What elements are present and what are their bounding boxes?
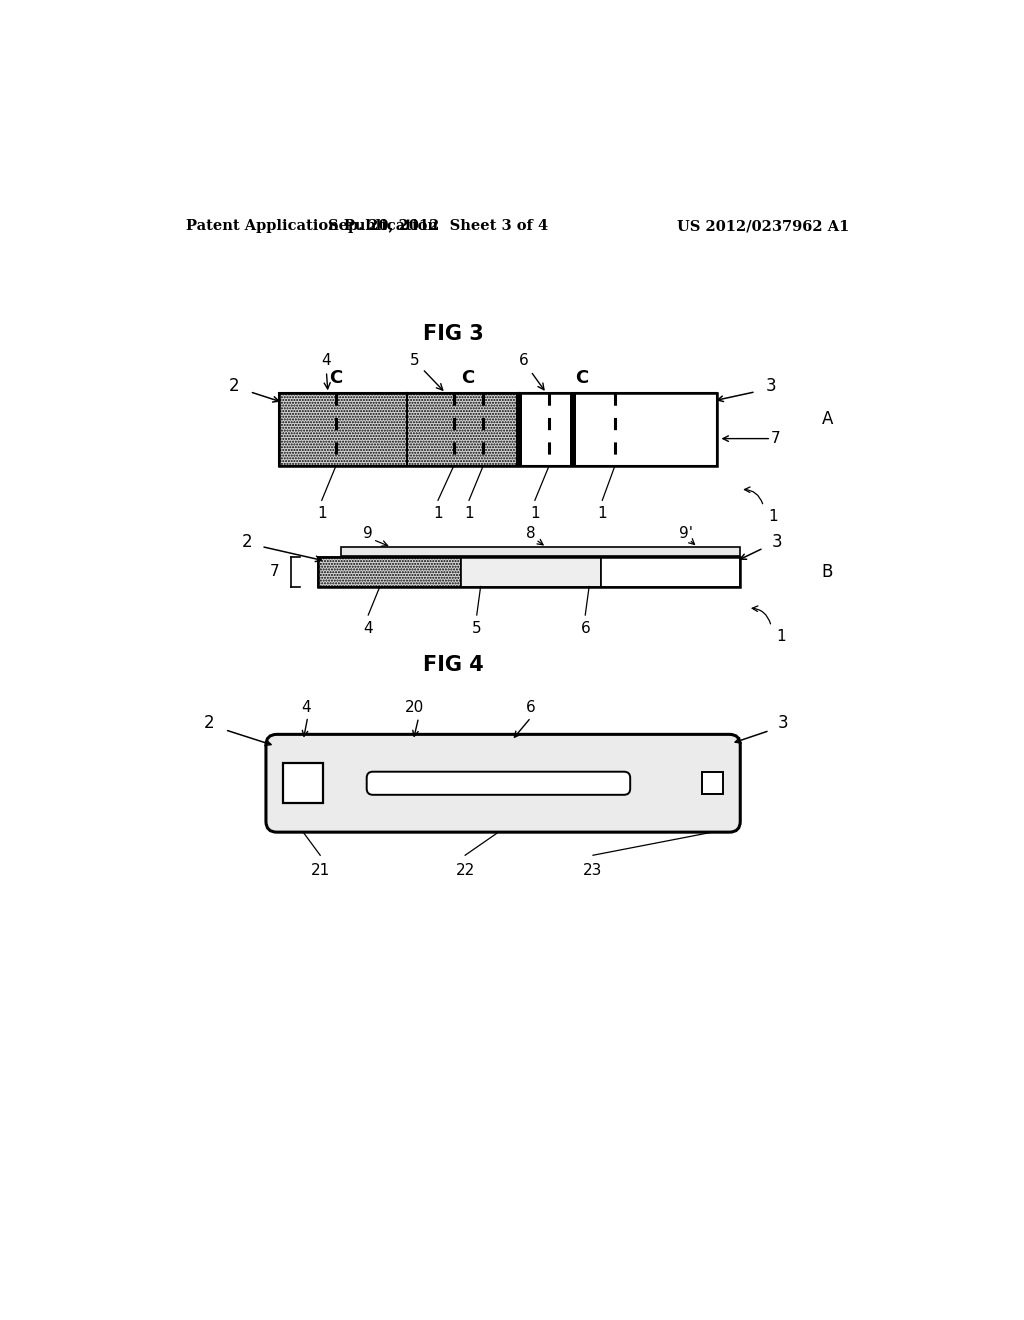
Text: 9: 9 <box>364 525 373 541</box>
Text: 2: 2 <box>242 533 252 550</box>
FancyBboxPatch shape <box>367 772 630 795</box>
Text: 20: 20 <box>406 700 424 715</box>
Text: C: C <box>574 370 588 387</box>
Text: US 2012/0237962 A1: US 2012/0237962 A1 <box>677 219 850 234</box>
Text: FIG 4: FIG 4 <box>423 655 484 675</box>
Bar <box>280 393 717 466</box>
Bar <box>280 393 407 466</box>
Text: B: B <box>821 562 833 581</box>
Text: 21: 21 <box>310 863 330 878</box>
Text: Patent Application Publication: Patent Application Publication <box>186 219 438 234</box>
Text: 3: 3 <box>777 714 788 731</box>
Text: 2: 2 <box>228 376 240 395</box>
Text: 1: 1 <box>317 507 327 521</box>
Text: 22: 22 <box>456 863 475 878</box>
Bar <box>601 557 740 586</box>
Bar <box>341 548 740 556</box>
Text: 1: 1 <box>769 508 778 524</box>
Bar <box>519 393 717 466</box>
Text: 23: 23 <box>584 863 603 878</box>
Bar <box>516 393 522 466</box>
Text: 6: 6 <box>518 354 544 389</box>
Text: 1: 1 <box>433 507 442 521</box>
Bar <box>317 557 740 586</box>
Text: 9': 9' <box>679 525 693 541</box>
Text: 2: 2 <box>204 714 215 731</box>
Text: 6: 6 <box>526 700 536 715</box>
Text: 1: 1 <box>464 507 474 521</box>
Text: 8: 8 <box>526 525 536 541</box>
Text: 4: 4 <box>364 622 373 636</box>
Bar <box>317 557 461 586</box>
Bar <box>283 763 324 804</box>
Text: 5: 5 <box>472 622 481 636</box>
Text: 1: 1 <box>597 507 607 521</box>
Text: 7: 7 <box>771 432 781 446</box>
Text: 3: 3 <box>772 533 782 550</box>
Bar <box>461 557 601 586</box>
Text: 3: 3 <box>766 376 776 395</box>
Text: A: A <box>821 409 833 428</box>
Bar <box>701 772 723 795</box>
Text: 7: 7 <box>269 565 280 579</box>
Text: 1: 1 <box>776 628 786 644</box>
Text: 4: 4 <box>301 700 311 715</box>
Text: Sep. 20, 2012  Sheet 3 of 4: Sep. 20, 2012 Sheet 3 of 4 <box>328 219 548 234</box>
Text: 1: 1 <box>530 507 540 521</box>
FancyBboxPatch shape <box>266 734 740 832</box>
Bar <box>407 393 519 466</box>
Text: 5: 5 <box>410 354 442 391</box>
Text: FIG 3: FIG 3 <box>423 323 484 345</box>
Text: C: C <box>329 370 342 387</box>
Text: 6: 6 <box>581 622 590 636</box>
Text: 4: 4 <box>321 354 331 389</box>
Bar <box>569 393 575 466</box>
Text: C: C <box>461 370 474 387</box>
